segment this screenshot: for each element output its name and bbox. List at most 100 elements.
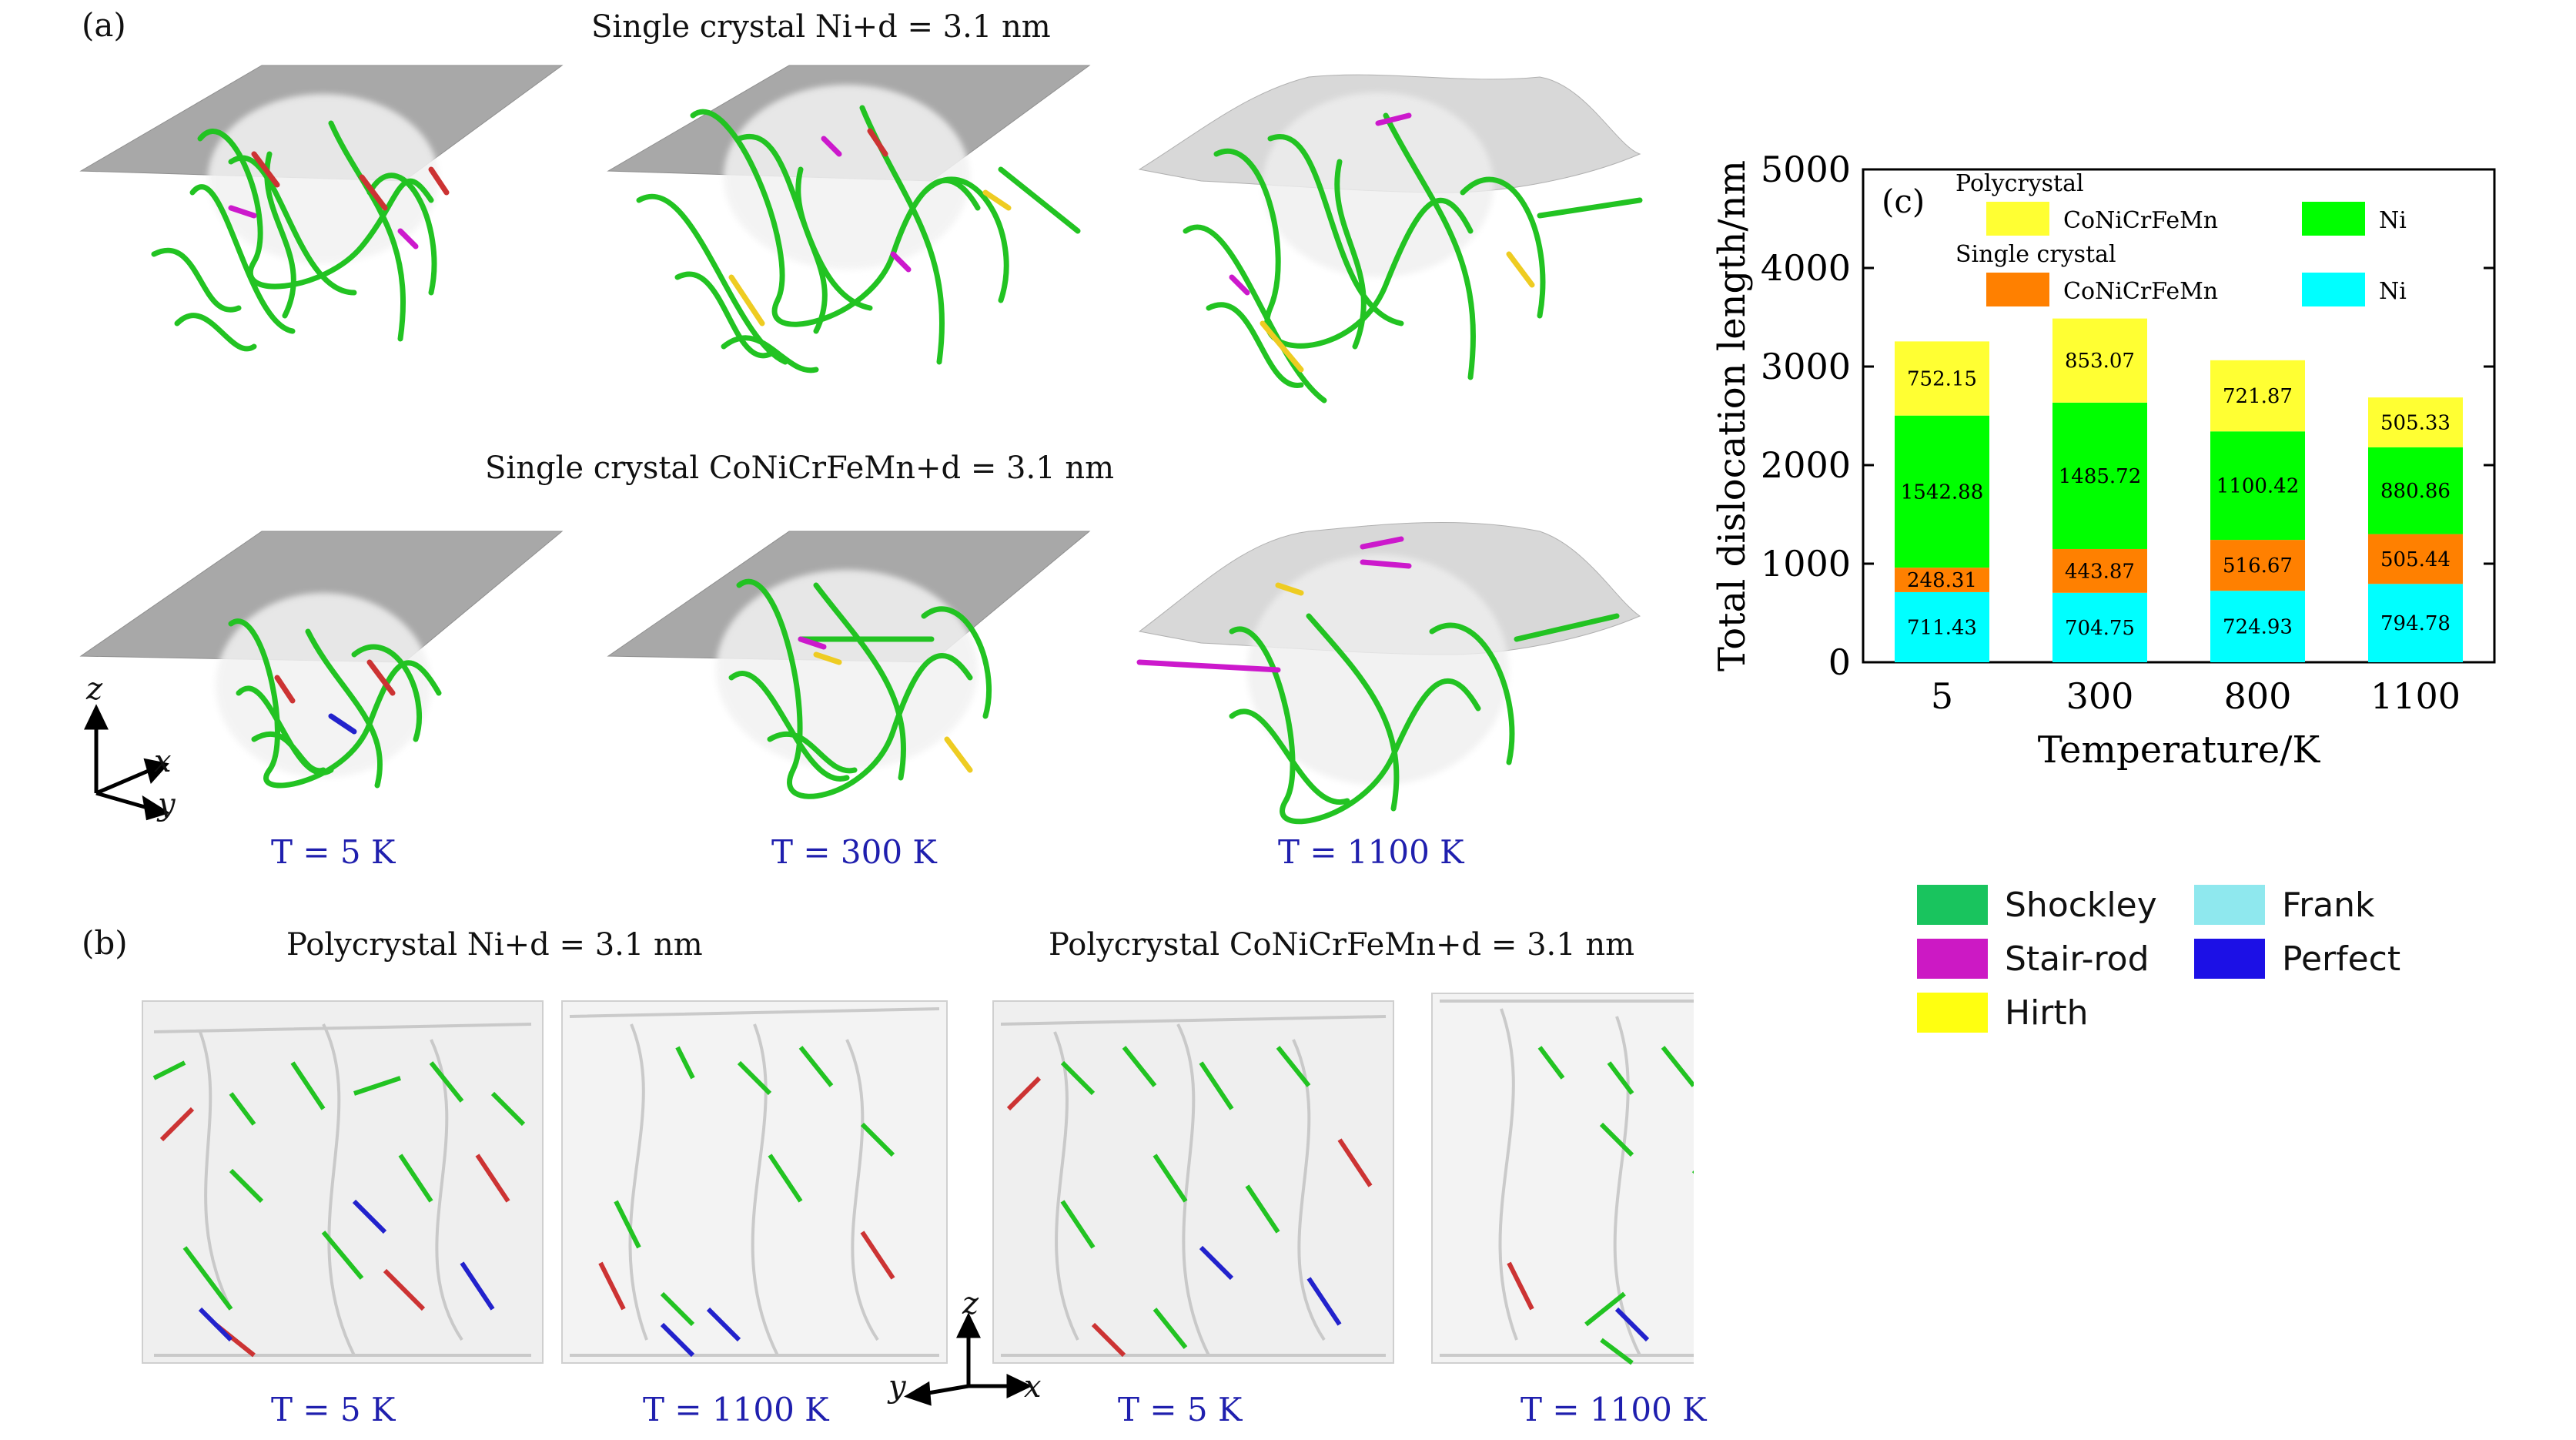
y-tick-label: 2000 [1761,444,1851,486]
data-label: 443.87 [2065,560,2135,583]
data-label: 1542.88 [1901,481,1984,504]
legend-swatch [2302,202,2365,236]
y-tick-label: 4000 [1761,247,1851,289]
panel-a-caption-top: Single crystal Ni+d = 3.1 nm [591,9,1051,45]
temp-b-1: T = 5 K [271,1391,396,1428]
axis-y-b: y [888,1369,906,1405]
panel-b-caption-right: Polycrystal CoNiCrFeMn+d = 3.1 nm [1049,927,1635,963]
simulation-snapshots [79,65,1694,1406]
legend-group-title: Single crystal [1955,241,2116,268]
temp-b-4: T = 1100 K [1521,1391,1707,1428]
bar-segment [1895,568,1989,592]
axis-x-a: x [154,744,172,779]
legend-label: Ni [2379,207,2407,234]
dislocation-legend: Shockley Frank Stair-rod Perfect Hirth [1917,878,2502,1040]
bar-segment [2210,591,2305,662]
data-label: 1485.72 [2059,465,2142,488]
legend-label-stair-rod: Stair-rod [2005,939,2149,979]
bar-segment [2210,431,2305,541]
x-tick-label: 5 [1931,675,1953,717]
data-label: 721.87 [2223,385,2293,408]
x-axis-title: Temperature/K [2038,728,2321,772]
stacked-bar-chart: 0 1000 2000 3000 4000 5000 5 711.43 248.31 1542.8… [1711,149,2496,772]
snapshot-ni-poly-5k [142,1000,544,1364]
axis-z-a: z [86,671,103,707]
legend-swatch-frank [2194,885,2265,925]
bar-segment [2052,318,2147,403]
snapshot-ni-single-300k [607,65,1091,373]
panel-a-label: (a) [82,6,126,44]
x-tick-label: 300 [2066,675,2134,717]
data-label: 505.33 [2380,411,2451,434]
legend-swatch-stair-rod [1917,939,1988,979]
data-label: 248.31 [1907,569,1977,592]
snapshot-ni-poly-1100k [561,1000,948,1364]
data-label: 505.44 [2380,548,2451,571]
legend-label-hirth: Hirth [2005,993,2089,1033]
temp-a-3: T = 1100 K [1278,833,1464,871]
snapshot-ni-single-1100k [1138,74,1643,404]
legend-swatch [1986,202,2049,236]
legend-item-stair-rod: Stair-rod [1917,939,2194,979]
temp-b-2: T = 1100 K [643,1391,829,1428]
snapshot-hea-poly-5k [992,1000,1394,1364]
data-label: 1100.42 [2216,475,2300,498]
bar-segment [1895,415,1989,568]
data-label: 794.78 [2380,612,2451,635]
legend-group-title: Polycrystal [1955,170,2084,197]
legend-label: CoNiCrFeMn [2063,278,2218,305]
legend-item-shockley: Shockley [1917,885,2194,925]
snapshot-ni-single-5k [79,65,564,352]
legend-swatch-hirth [1917,993,1988,1033]
axis-x-b: x [1024,1369,1042,1405]
data-label: 724.93 [2223,616,2293,639]
axis-z-b: z [962,1286,979,1321]
legend-label-frank: Frank [2282,885,2375,925]
legend-item-frank: Frank [2194,885,2375,925]
temp-b-3: T = 5 K [1118,1391,1243,1428]
panel-b-label: (b) [82,924,128,962]
y-tick-label: 0 [1828,641,1851,683]
temp-a-1: T = 5 K [271,833,396,871]
legend-label-perfect: Perfect [2282,939,2401,979]
y-tick-label: 5000 [1761,149,1851,190]
temp-a-2: T = 300 K [771,833,937,871]
data-label: 711.43 [1907,616,1977,639]
data-label: 516.67 [2223,554,2293,578]
snapshot-heacrystal-300k [607,531,1091,799]
snapshot-heacrystal-1100k [1136,521,1641,825]
data-label: 704.75 [2065,617,2135,640]
legend-label: Ni [2379,278,2407,305]
y-tick-label: 3000 [1761,346,1851,387]
bar-segment [2052,402,2147,549]
data-label: 880.86 [2380,480,2451,503]
bar-segment [2052,548,2147,593]
legend-swatch-shockley [1917,885,1988,925]
data-label: 752.15 [1907,368,1977,391]
bar-segment [2052,592,2147,662]
plot-frame [1862,168,2496,664]
bar-segment [2210,360,2305,432]
y-axis-title: Total dislocation length/nm [1711,160,1754,671]
panel-c-label: (c) [1882,183,1925,220]
legend-swatch-perfect [2194,939,2265,979]
y-tick-label: 1000 [1761,543,1851,584]
x-tick-label: 800 [2224,675,2292,717]
bar-segment [2210,540,2305,591]
axis-triad-a [84,704,170,821]
panel-b-caption-left: Polycrystal Ni+d = 3.1 nm [286,927,703,963]
bar-segment [2368,584,2463,662]
bar-segment [2368,397,2463,447]
x-tick-label: 1100 [2370,675,2461,717]
snapshot-heacrystal-5k [79,531,564,789]
legend-label-shockley: Shockley [2005,885,2157,925]
bar-segment [1895,341,1989,416]
data-label: 853.07 [2065,350,2135,373]
bar-segment [2368,447,2463,534]
axis-y-a: y [158,787,176,822]
legend-swatch [1986,273,2049,306]
legend-item-hirth: Hirth [1917,993,2089,1033]
legend-item-perfect: Perfect [2194,939,2400,979]
bar-segment [1895,591,1989,662]
legend-swatch [2302,273,2365,306]
